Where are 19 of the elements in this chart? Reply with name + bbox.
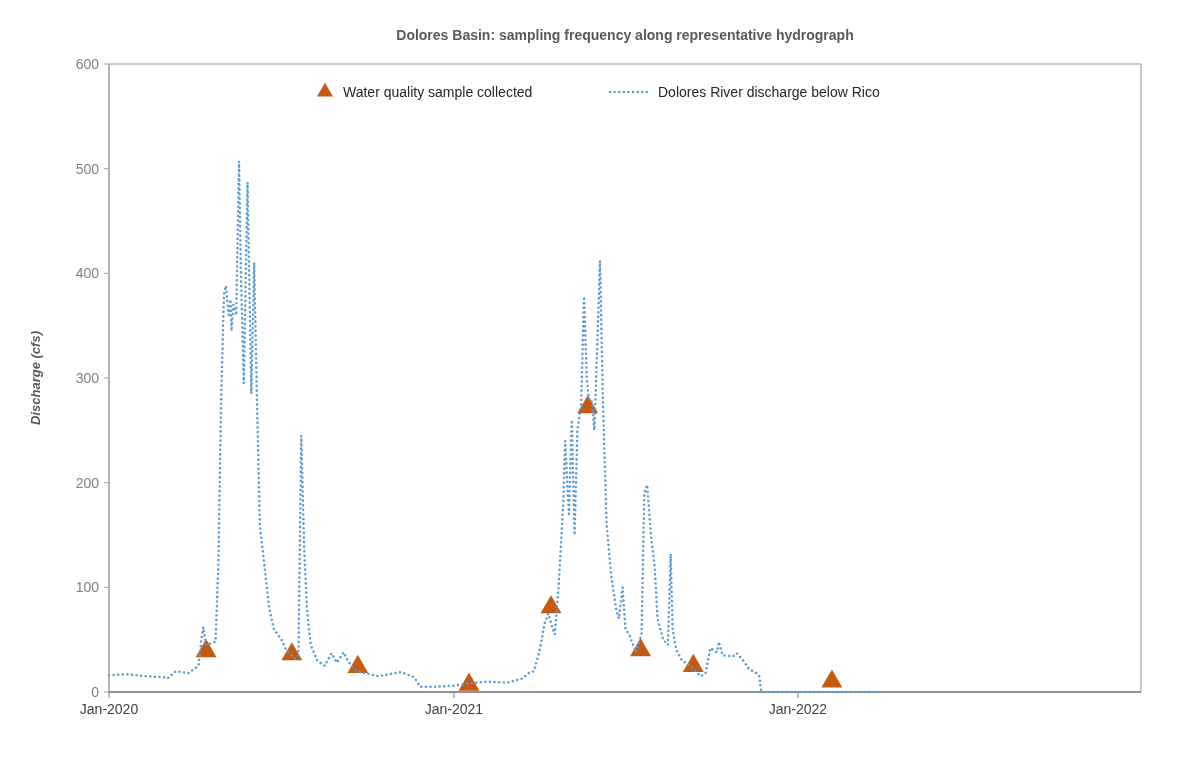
x-tick-label: Jan-2020 [79, 701, 139, 717]
y-tick-label: 100 [75, 579, 100, 596]
x-tick-label: Jan-2022 [768, 701, 828, 717]
point [821, 669, 843, 688]
y-tick-label: 200 [75, 474, 100, 491]
legend-label: Water quality sample collected [343, 83, 533, 100]
x-tick-label: Jan-2021 [424, 701, 484, 717]
y-tick-label: 400 [75, 265, 100, 282]
line-series [107, 160, 883, 694]
point [540, 595, 562, 614]
y-tick-label: 0 [91, 683, 100, 700]
chart-title: Dolores Basin: sampling frequency along representative hydrograph [396, 27, 854, 43]
legend-label: Dolores River discharge below Rico [658, 83, 880, 100]
y-tick-label: 600 [75, 55, 100, 72]
point [682, 653, 704, 672]
point [458, 672, 480, 691]
y-tick-label: 500 [75, 160, 100, 177]
y-tick-label: 300 [75, 369, 100, 386]
y-axis-title: Discharge (cfs) [28, 331, 43, 425]
